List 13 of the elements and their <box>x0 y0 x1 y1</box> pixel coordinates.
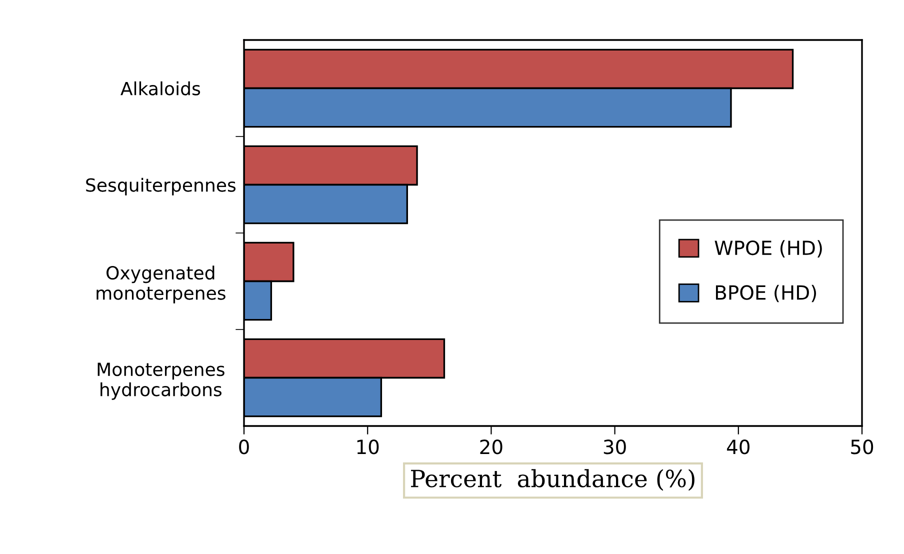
x-tick-label: 40 <box>726 440 750 454</box>
x-tick-label: 10 <box>357 440 379 454</box>
y-tick-label: Oxygenated monoterpenes <box>96 266 226 304</box>
x-tick-label: 0 <box>239 440 249 454</box>
legend-label: WPOE (HD) <box>714 240 822 258</box>
x-tick-label: 50 <box>851 440 874 454</box>
x-axis-title: Percent abundance (%) <box>411 469 694 491</box>
x-tick-label: 30 <box>604 440 626 454</box>
legend-label: BPOE (HD) <box>716 284 816 302</box>
y-tick-label: Monoterpenes hydrocarbons <box>98 362 224 400</box>
x-tick-label: 20 <box>480 440 502 454</box>
y-tick-label: Alkaloids <box>120 81 200 96</box>
y-tick-label: Sesquiterpennes <box>86 178 236 196</box>
